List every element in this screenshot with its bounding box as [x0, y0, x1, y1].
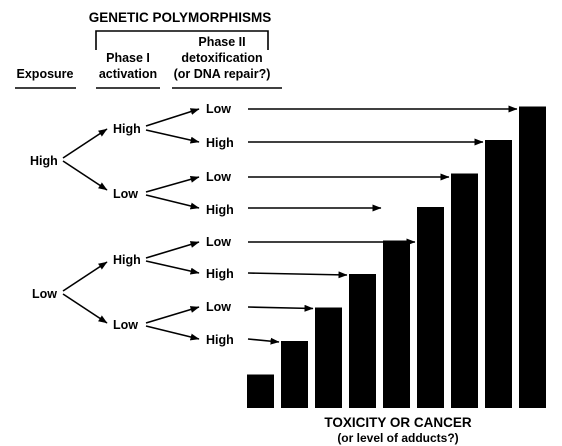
- toxicity-bars: [247, 106, 546, 408]
- arrow-p1-to-p2-2: [145, 129, 200, 144]
- phase2-label-8: High: [206, 333, 234, 347]
- phase1-label-low-2: Low: [113, 318, 138, 332]
- phase1-label-high-1: High: [113, 122, 141, 136]
- outcome-arrow-8: [247, 337, 280, 345]
- exposure-header: Exposure: [17, 67, 74, 81]
- phase2-label-1: Low: [206, 102, 231, 116]
- phase1-label-high-2: High: [113, 253, 141, 267]
- bar-6: [417, 207, 444, 408]
- bar-3: [315, 307, 342, 408]
- phase2-label-5: Low: [206, 235, 231, 249]
- phase2-header-line2: detoxification: [181, 51, 262, 65]
- arrow-p1-to-p2-3: [145, 175, 200, 193]
- phase1-header-line2: activation: [99, 67, 157, 81]
- header-bracket: [95, 30, 269, 50]
- phase1-label-low-1: Low: [113, 187, 138, 201]
- arrow-p1-to-p2-5: [145, 241, 200, 259]
- diagram-title: GENETIC POLYMORPHISMS: [89, 10, 272, 25]
- phase2-label-7: Low: [206, 300, 231, 314]
- arrow-exp-high-to-p1-high: [62, 128, 108, 159]
- outcome-subtitle: (or level of adducts?): [337, 431, 458, 445]
- bar-9: [519, 106, 546, 408]
- outcome-title: TOXICITY OR CANCER: [324, 415, 472, 430]
- outcome-arrows: [247, 105, 518, 345]
- bar-1: [247, 374, 274, 408]
- arrow-p1-to-p2-6: [145, 260, 200, 275]
- outcome-arrow-6: [247, 271, 348, 279]
- phase2-label-4: High: [206, 203, 234, 217]
- arrow-exp-low-to-p1-low: [62, 293, 108, 324]
- phase2-header-line1: Phase II: [198, 35, 245, 49]
- phase2-label-2: High: [206, 136, 234, 150]
- outcome-arrow-7: [247, 304, 314, 312]
- arrow-exp-low-to-p1-high: [62, 261, 108, 292]
- bar-7: [451, 173, 478, 408]
- phase1-header-line1: Phase I: [106, 51, 150, 65]
- arrow-p1-to-p2-8: [145, 325, 200, 341]
- phase2-header-line3: (or DNA repair?): [174, 67, 271, 81]
- arrow-p1-to-p2-4: [145, 194, 200, 210]
- bar-5: [383, 240, 410, 408]
- bar-4: [349, 274, 376, 408]
- arrow-p1-to-p2-7: [145, 306, 200, 324]
- arrow-p1-to-p2-1: [145, 108, 200, 127]
- phase2-label-6: High: [206, 267, 234, 281]
- bar-2: [281, 341, 308, 408]
- exposure-label-high: High: [30, 154, 58, 168]
- exposure-label-low: Low: [32, 287, 57, 301]
- phase2-label-3: Low: [206, 170, 231, 184]
- bar-8: [485, 140, 512, 408]
- arrow-exp-high-to-p1-low: [62, 160, 108, 191]
